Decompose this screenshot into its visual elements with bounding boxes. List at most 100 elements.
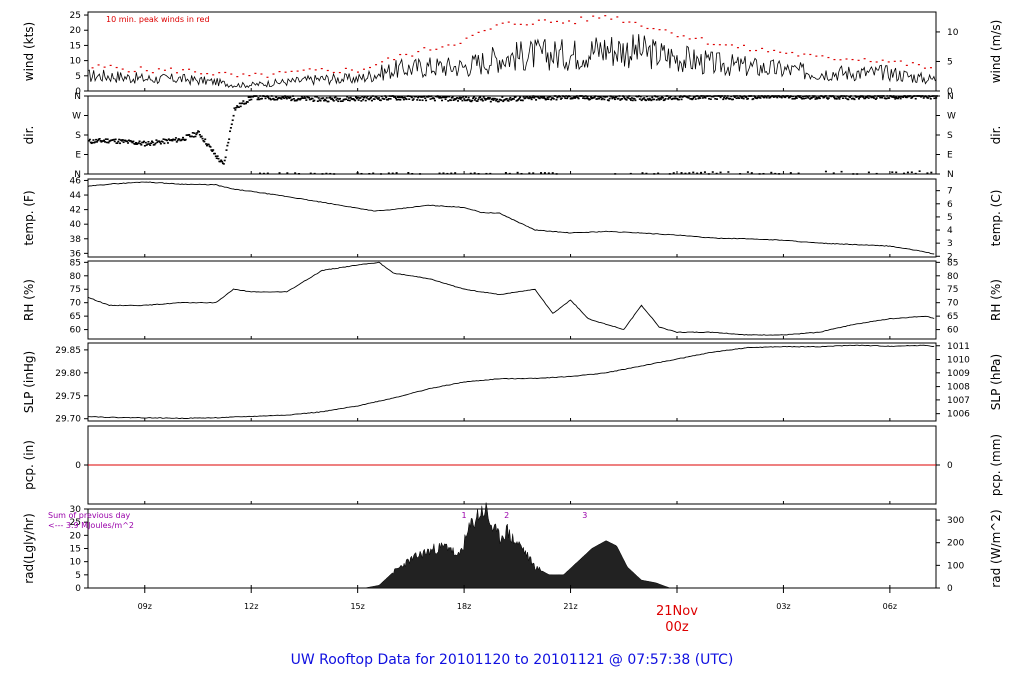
slp-ylabel-right: SLP (hPa) — [989, 354, 1003, 410]
dir-point — [564, 97, 567, 100]
dir-point — [142, 140, 145, 143]
dir-point — [735, 97, 738, 100]
wind-peak-mark — [875, 61, 878, 63]
rad-annotation-sum: Sum of previous day — [48, 511, 130, 520]
dir-point — [461, 99, 464, 102]
dir-point — [893, 96, 896, 99]
wind-peak-mark — [525, 24, 528, 26]
dir-point — [651, 96, 654, 99]
dir-point — [355, 97, 358, 100]
dir-point — [307, 96, 310, 99]
dir-point — [229, 130, 232, 133]
dir-point — [739, 95, 742, 98]
dir-point — [934, 95, 937, 97]
dir-point — [779, 95, 782, 98]
dir-point — [224, 156, 227, 159]
wind-peak-mark — [121, 68, 124, 70]
dir-point — [756, 96, 759, 99]
dir-point — [122, 141, 125, 144]
dir-point — [447, 100, 450, 102]
dir-point — [678, 96, 681, 98]
dir-point — [628, 95, 631, 97]
wind-peak-mark — [646, 27, 649, 30]
wind-peak-mark — [393, 58, 396, 61]
dir-point — [769, 96, 772, 99]
dir-point — [512, 98, 515, 100]
wind-peak-mark — [537, 19, 540, 21]
dir-point — [347, 97, 350, 99]
dir-point — [866, 95, 869, 97]
dir-point — [928, 95, 931, 98]
dir-point — [205, 143, 208, 145]
dir-point — [805, 95, 808, 97]
dir-point-low — [387, 172, 390, 175]
dir-point — [459, 98, 462, 100]
dir-point — [674, 95, 677, 98]
wind-peak-mark — [411, 55, 414, 57]
dir-point-low — [407, 172, 410, 174]
dir-point-low — [711, 171, 714, 173]
dir-point — [643, 97, 646, 99]
dir-point — [800, 97, 803, 99]
dir-point — [676, 97, 679, 100]
dir-point — [745, 96, 748, 99]
dir-point — [159, 142, 162, 145]
pcp-right-tick-label: 0 — [947, 461, 953, 471]
dir-point — [589, 98, 592, 100]
dir-point-low — [867, 171, 870, 174]
dir-point-low — [895, 171, 898, 174]
wind-peak-mark — [718, 44, 721, 46]
wind-peak-mark — [224, 71, 227, 74]
dir-ytick-label: N — [74, 92, 81, 102]
dir-point — [541, 95, 544, 98]
dir-point — [420, 96, 423, 98]
wind-peak-mark — [417, 50, 420, 53]
dir-point — [162, 138, 165, 140]
dir-point — [839, 96, 842, 98]
dir-point — [188, 133, 191, 136]
wind-peak-mark — [543, 19, 546, 21]
dir-point — [921, 95, 924, 97]
dir-point — [455, 97, 458, 100]
dir-point — [180, 139, 183, 142]
dir-point — [858, 96, 861, 99]
dir-point — [574, 96, 577, 98]
dir-point — [623, 97, 626, 100]
dir-point — [645, 99, 648, 102]
dir-point — [547, 98, 550, 101]
dir-point — [255, 95, 258, 97]
dir-point — [540, 96, 543, 99]
dir-point-low — [770, 171, 773, 174]
dir-point — [733, 96, 736, 98]
dir-point — [394, 97, 397, 100]
rad-ylabel: rad(Lgly/hr) — [22, 513, 36, 584]
dir-point — [606, 95, 609, 98]
dir-point — [669, 95, 672, 98]
dir-point — [479, 96, 482, 99]
dir-point-low — [653, 173, 656, 175]
dir-point — [202, 139, 205, 142]
wind-peak-mark — [284, 71, 287, 73]
dir-point — [99, 140, 102, 142]
dir-point — [801, 97, 804, 100]
wind-peak-mark — [598, 17, 601, 19]
dir-point — [599, 96, 602, 99]
dir-point — [673, 97, 676, 100]
dir-point — [121, 139, 124, 141]
dir-point — [204, 138, 207, 141]
dir-point — [825, 95, 828, 97]
rad-right-tick-label: 0 — [947, 584, 953, 594]
dir-point — [821, 95, 824, 98]
dir-point — [283, 97, 286, 100]
dir-point — [740, 97, 743, 99]
dir-point-low — [419, 173, 422, 175]
dir-point — [145, 144, 148, 146]
dir-point — [222, 163, 225, 165]
dir-right-tick-label: N — [947, 92, 954, 102]
dir-point — [587, 97, 590, 100]
dir-point — [865, 96, 868, 99]
dir-point — [667, 98, 670, 100]
dir-point — [607, 99, 610, 102]
dir-point — [640, 99, 643, 102]
dir-point — [627, 97, 630, 99]
